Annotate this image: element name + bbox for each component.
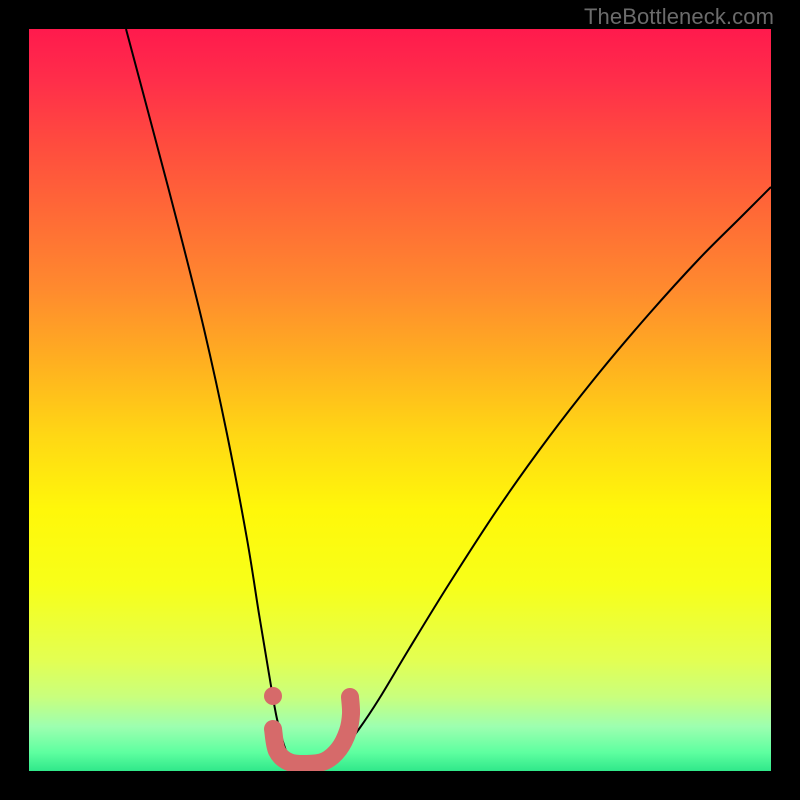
annotation-u-path [273, 697, 351, 764]
curve-layer [29, 29, 771, 771]
annotation-dot [264, 687, 282, 705]
curve-left-branch [126, 29, 303, 771]
curve-right-branch [303, 187, 771, 771]
plot-area [29, 29, 771, 771]
chart-container: TheBottleneck.com [0, 0, 800, 800]
watermark-text: TheBottleneck.com [584, 4, 774, 30]
